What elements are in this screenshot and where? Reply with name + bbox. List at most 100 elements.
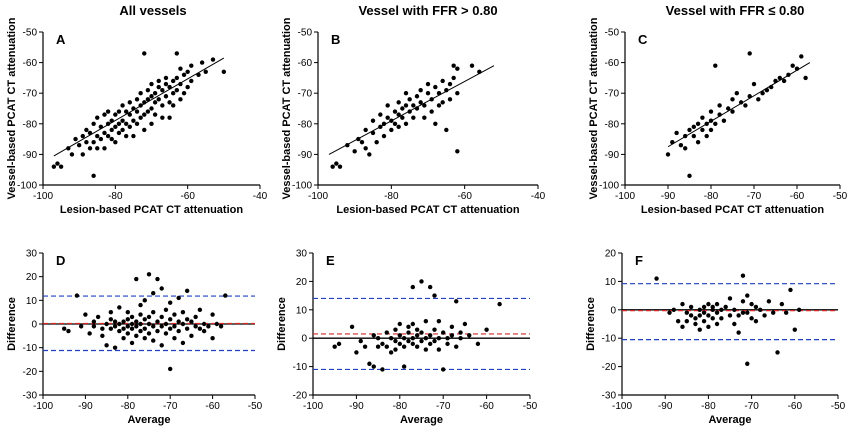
data-point-f [701,304,707,310]
y-axis-title-a: Vessel-based PCAT CT attenuation [6,17,18,199]
data-point-a [203,69,208,74]
data-point-d [155,276,160,282]
data-point-a [91,173,96,179]
data-point-e [414,344,420,349]
data-point-e [393,338,398,344]
data-point-d [168,366,173,372]
data-point-a [95,115,100,120]
data-point-a [73,136,78,142]
data-point-d [125,309,130,315]
y-tick-label-c: -50 [605,28,620,39]
data-point-f [732,307,737,312]
data-point-f [701,310,707,315]
data-point-f [684,310,689,315]
data-point-f [693,316,698,321]
data-point-b [436,91,442,96]
x-axis-title-b: Lesion-based PCAT CT attenuation [336,204,519,216]
data-point-b [363,146,368,151]
data-point-b [334,161,339,166]
data-point-f [745,310,750,315]
data-point-e [332,344,337,349]
data-point-d [138,328,143,334]
data-point-a [152,100,158,105]
data-point-a [149,121,154,127]
data-point-c [799,54,804,59]
data-point-d [121,336,126,341]
data-point-f [697,307,702,312]
x-tick-label-c: -60 [790,191,805,202]
data-point-d [197,307,203,312]
data-point-c [717,103,722,108]
data-point-d [168,300,173,305]
data-point-f [727,313,733,318]
data-point-b [385,115,390,120]
data-point-d [112,345,118,350]
data-point-b [418,100,423,105]
x-tick-label-e: -90 [349,401,364,412]
data-point-f [736,330,741,335]
data-point-c [764,87,770,93]
data-point-e [497,301,502,307]
data-point-b [433,121,438,127]
data-point-f [719,307,724,312]
y-tick-label-f: -30 [602,391,617,402]
data-point-a [58,164,64,169]
data-point-c [803,75,808,81]
data-point-a [171,103,176,108]
data-point-e [436,347,442,352]
data-point-c [704,133,709,139]
data-point-d [104,321,109,327]
data-point-a [131,118,136,123]
x-tick-label-f: -50 [831,401,846,412]
data-point-d [168,326,173,331]
data-point-c [730,97,735,102]
data-point-a [142,127,147,133]
data-point-a [160,87,165,93]
data-point-f [745,293,750,298]
data-point-c [794,66,800,71]
y-tick-label-c: -100 [599,181,619,192]
y-tick-label-d: 0 [31,320,37,331]
data-point-c [747,94,752,99]
data-point-b [356,136,361,142]
data-point-b [392,109,398,114]
data-point-d [146,314,152,320]
data-point-e [414,327,420,332]
data-point-d [100,333,105,339]
x-axis-title-f: Average [708,414,751,426]
data-point-c [695,121,701,127]
panel-title-c: Vessel with FFR ≤ 0.80 [666,3,805,18]
data-point-a [109,127,114,133]
data-point-f [745,361,750,366]
data-point-a [69,152,75,157]
data-point-d [184,288,190,294]
data-point-d [142,317,147,322]
data-point-d [172,312,177,317]
data-point-a [127,100,132,105]
data-point-b [396,112,401,117]
data-point-a [51,164,57,169]
data-point-a [160,103,165,108]
data-point-b [433,84,438,90]
x-tick-label-c: -70 [747,191,762,202]
data-point-f [684,318,689,324]
data-point-b [444,87,449,93]
data-point-d [83,312,88,317]
y-tick-label-d: 30 [26,249,38,260]
data-point-a [152,112,158,117]
data-point-d [129,314,135,320]
data-point-d [112,319,118,324]
data-point-b [370,118,376,123]
y-tick-label-b: -50 [298,28,313,39]
data-point-a [134,121,140,127]
data-point-f [680,301,685,307]
data-point-b [447,97,453,102]
data-point-e [432,338,437,344]
data-point-d [66,328,71,334]
data-point-d [184,326,190,331]
y-axis-title-c: Vessel-based PCAT CT attenuation [588,17,600,199]
data-point-d [91,324,97,329]
data-point-e [449,333,455,338]
data-point-e [458,330,463,335]
